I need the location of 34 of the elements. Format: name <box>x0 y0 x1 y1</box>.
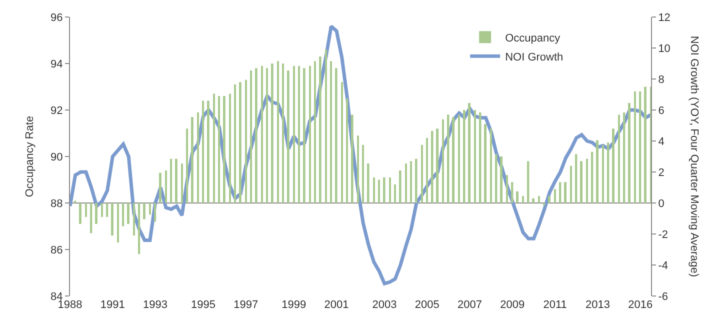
y-tick-label: 90 <box>50 151 63 164</box>
x-tick-label: 2003 <box>372 299 397 311</box>
y-axis-title: Occupancy Rate <box>24 116 36 198</box>
x-tick-label: 1991 <box>100 299 125 311</box>
x-tick-label: 2001 <box>324 299 349 311</box>
y2-tick-label: 2 <box>658 166 664 179</box>
x-tick-label: 1993 <box>143 299 168 311</box>
y2-tick-label: -4 <box>658 260 668 272</box>
y2-tick-label: 0 <box>658 198 664 210</box>
legend-label: Occupancy <box>505 32 561 44</box>
y2-tick-label: 4 <box>658 136 664 148</box>
x-tick-label: 1997 <box>234 299 258 311</box>
x-tick-label: 2011 <box>543 299 567 311</box>
y2-tick-label: 8 <box>658 74 664 86</box>
y-tick-label: 94 <box>50 58 63 70</box>
x-tick-label: 2005 <box>414 299 440 311</box>
y-tick-label: 88 <box>50 198 63 210</box>
y2-tick-label: -2 <box>658 228 668 241</box>
y2-tick-label: 10 <box>658 42 670 55</box>
y2-tick-label: 12 <box>658 12 670 24</box>
x-tick-label: 1995 <box>191 299 216 311</box>
x-tick-label: 2016 <box>628 299 653 311</box>
y-tick-label: 92 <box>50 104 63 117</box>
x-tick-label: 2009 <box>500 299 525 311</box>
x-tick-label: 2013 <box>585 299 610 311</box>
y2-tick-label: -6 <box>658 290 668 303</box>
y-tick-label: 86 <box>50 244 63 256</box>
legend-label: NOI Growth <box>505 51 564 64</box>
y2-tick-label: 6 <box>658 104 664 117</box>
y-tick-label: 96 <box>50 12 63 24</box>
x-tick-label: 1988 <box>58 299 82 311</box>
y2-axis-title: NOI Growth (YOY, Four Quarter Moving Average) <box>688 36 700 278</box>
x-tick-label: 1999 <box>282 299 306 311</box>
x-tick-label: 2007 <box>458 299 482 311</box>
